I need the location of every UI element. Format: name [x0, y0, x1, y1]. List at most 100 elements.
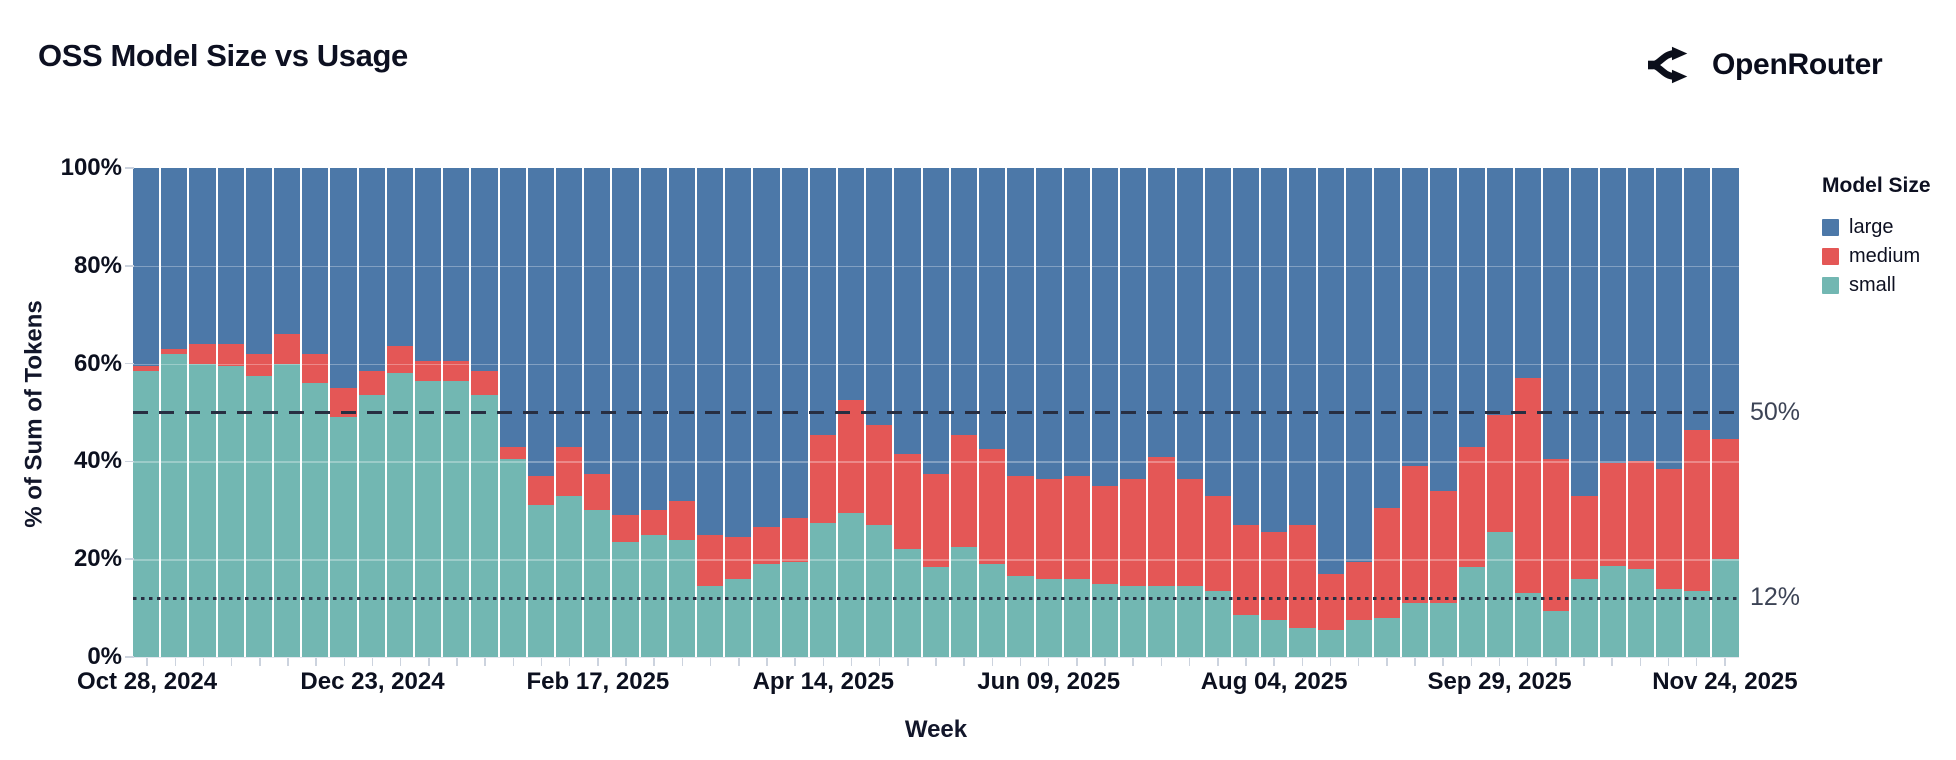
segment-large[interactable] — [753, 168, 780, 528]
segment-medium[interactable] — [217, 344, 244, 367]
stacked-bar[interactable] — [866, 168, 893, 657]
segment-medium[interactable] — [809, 434, 837, 523]
segment-small[interactable] — [753, 564, 780, 657]
segment-large[interactable] — [1514, 168, 1542, 379]
segment-small[interactable] — [725, 578, 752, 657]
segment-medium[interactable] — [1599, 462, 1626, 566]
segment-large[interactable] — [1063, 168, 1090, 477]
stacked-bar[interactable] — [189, 168, 216, 657]
segment-medium[interactable] — [1430, 490, 1457, 604]
segment-small[interactable] — [245, 375, 273, 657]
segment-large[interactable] — [1176, 168, 1203, 479]
segment-small[interactable] — [161, 353, 188, 657]
segment-small[interactable] — [217, 366, 244, 657]
segment-small[interactable] — [1571, 578, 1598, 657]
segment-small[interactable] — [668, 539, 696, 657]
stacked-bar[interactable] — [1684, 168, 1711, 657]
segment-large[interactable] — [1317, 168, 1344, 574]
segment-large[interactable] — [302, 168, 329, 354]
segment-large[interactable] — [1430, 168, 1457, 491]
segment-large[interactable] — [668, 168, 696, 501]
segment-medium[interactable] — [668, 500, 696, 540]
stacked-bar[interactable] — [245, 168, 273, 657]
stacked-bar[interactable] — [1289, 168, 1316, 657]
segment-small[interactable] — [133, 370, 160, 657]
stacked-bar[interactable] — [979, 168, 1006, 657]
segment-medium[interactable] — [330, 388, 357, 418]
segment-large[interactable] — [640, 168, 667, 511]
segment-small[interactable] — [302, 383, 329, 657]
segment-large[interactable] — [1289, 168, 1316, 525]
segment-medium[interactable] — [161, 348, 188, 354]
stacked-bar[interactable] — [1232, 168, 1260, 657]
segment-large[interactable] — [1599, 168, 1626, 463]
stacked-bar[interactable] — [725, 168, 752, 657]
segment-medium[interactable] — [866, 424, 893, 525]
segment-medium[interactable] — [1627, 461, 1654, 569]
segment-large[interactable] — [1345, 168, 1372, 562]
segment-small[interactable] — [1655, 588, 1683, 657]
stacked-bar[interactable] — [1486, 168, 1513, 657]
segment-medium[interactable] — [1091, 485, 1119, 584]
stacked-bar[interactable] — [1712, 168, 1739, 657]
stacked-bar[interactable] — [1148, 168, 1175, 657]
segment-large[interactable] — [386, 168, 414, 347]
segment-small[interactable] — [809, 522, 837, 657]
segment-small[interactable] — [950, 546, 978, 657]
segment-medium[interactable] — [979, 449, 1006, 565]
stacked-bar[interactable] — [1317, 168, 1344, 657]
stacked-bar[interactable] — [753, 168, 780, 657]
segment-medium[interactable] — [133, 366, 160, 371]
stacked-bar[interactable] — [1571, 168, 1598, 657]
stacked-bar[interactable] — [697, 168, 724, 657]
stacked-bar[interactable] — [838, 168, 865, 657]
stacked-bar[interactable] — [668, 168, 696, 657]
segment-medium[interactable] — [950, 434, 978, 547]
stacked-bar[interactable] — [1345, 168, 1372, 657]
segment-medium[interactable] — [1063, 476, 1090, 579]
segment-medium[interactable] — [894, 454, 921, 550]
segment-medium[interactable] — [1655, 468, 1683, 589]
stacked-bar[interactable] — [1514, 168, 1542, 657]
segment-small[interactable] — [979, 564, 1006, 657]
segment-small[interactable] — [1091, 583, 1119, 657]
segment-large[interactable] — [1627, 168, 1654, 462]
segment-small[interactable] — [499, 458, 526, 657]
segment-large[interactable] — [809, 168, 837, 435]
segment-small[interactable] — [1289, 627, 1316, 657]
stacked-bar[interactable] — [556, 168, 583, 657]
segment-large[interactable] — [1373, 168, 1401, 508]
segment-medium[interactable] — [753, 527, 780, 565]
segment-small[interactable] — [556, 495, 583, 657]
segment-small[interactable] — [781, 561, 808, 657]
segment-large[interactable] — [471, 168, 498, 371]
segment-medium[interactable] — [640, 510, 667, 535]
segment-medium[interactable] — [1204, 495, 1231, 591]
stacked-bar[interactable] — [1063, 168, 1090, 657]
segment-small[interactable] — [1063, 578, 1090, 657]
segment-small[interactable] — [1232, 615, 1260, 657]
segment-large[interactable] — [274, 168, 301, 335]
segment-small[interactable] — [330, 417, 357, 657]
stacked-bar[interactable] — [1120, 168, 1147, 657]
segment-medium[interactable] — [1232, 524, 1260, 616]
segment-large[interactable] — [415, 168, 442, 362]
stacked-bar[interactable] — [133, 168, 160, 657]
segment-small[interactable] — [443, 380, 470, 657]
segment-small[interactable] — [1712, 559, 1739, 657]
segment-small[interactable] — [1204, 590, 1231, 657]
segment-large[interactable] — [922, 168, 949, 474]
segment-medium[interactable] — [245, 353, 273, 376]
segment-small[interactable] — [386, 373, 414, 657]
segment-small[interactable] — [1458, 566, 1485, 657]
segment-small[interactable] — [1007, 576, 1034, 657]
segment-large[interactable] — [161, 168, 188, 349]
stacked-bar[interactable] — [1204, 168, 1231, 657]
segment-medium[interactable] — [274, 334, 301, 364]
segment-small[interactable] — [640, 534, 667, 657]
segment-medium[interactable] — [838, 400, 865, 513]
segment-small[interactable] — [1627, 568, 1654, 657]
segment-large[interactable] — [1543, 168, 1570, 459]
stacked-bar[interactable] — [161, 168, 188, 657]
segment-medium[interactable] — [1514, 378, 1542, 594]
